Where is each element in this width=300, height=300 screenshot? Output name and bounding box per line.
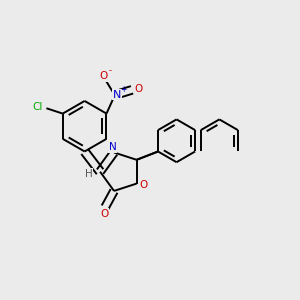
Text: O: O xyxy=(100,209,109,219)
Text: H: H xyxy=(85,169,93,179)
Text: +: + xyxy=(120,85,126,94)
Text: O: O xyxy=(134,84,143,94)
Text: -: - xyxy=(108,66,111,75)
Text: O: O xyxy=(139,180,147,190)
Text: O: O xyxy=(100,71,108,81)
Text: Cl: Cl xyxy=(33,102,43,112)
Text: N: N xyxy=(109,142,116,152)
Text: N: N xyxy=(113,90,122,100)
